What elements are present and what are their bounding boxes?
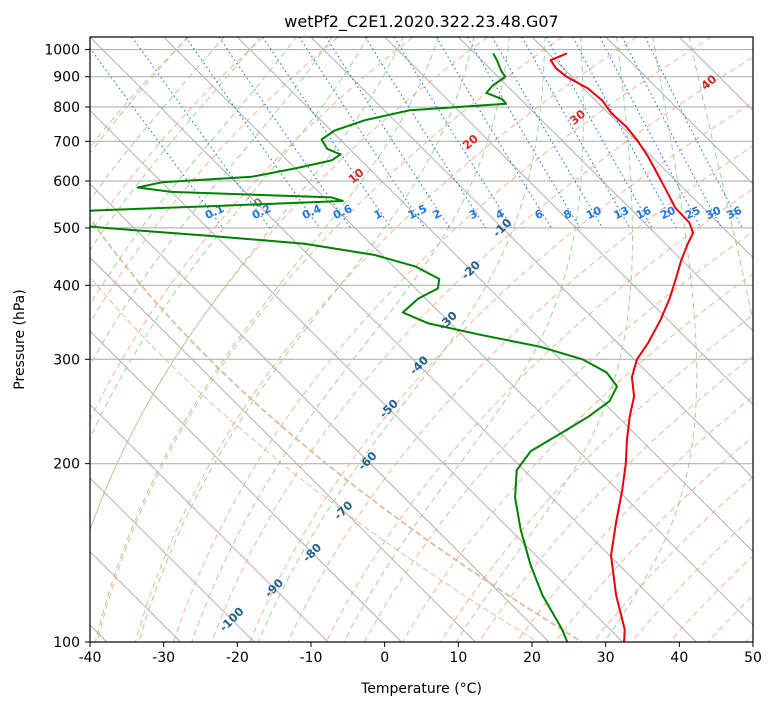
mixing-ratio-line (435, 37, 552, 229)
moist-adiabat-line (688, 37, 753, 324)
moist-adiabat-line (90, 37, 225, 201)
mixing-ratio-label: 16 (634, 204, 654, 222)
x-tick-label: 40 (670, 650, 688, 666)
isotherm-line (90, 183, 550, 642)
profile-lines (90, 52, 695, 642)
y-tick-label: 400 (53, 278, 80, 294)
dry-adiabat-line (363, 231, 753, 642)
mixing-ratio-line (467, 37, 581, 229)
isotherm-line (90, 37, 697, 642)
isotherm-line (90, 477, 255, 642)
moist-adiabat-line (603, 37, 698, 642)
mixing-ratio-line (521, 37, 631, 229)
x-tick-label: 20 (523, 650, 541, 666)
y-tick-label: 600 (53, 174, 80, 190)
x-tick-label: -40 (79, 650, 102, 666)
moist-adiabat-line (90, 37, 369, 440)
mixing-ratio-line (491, 37, 603, 229)
moist-adiabat-line (90, 37, 333, 367)
dry-adiabat-line (249, 101, 753, 642)
mixing-ratio-label: 20 (658, 204, 678, 222)
isotherm-line (457, 37, 753, 332)
y-axis-label: Pressure (hPa) (12, 289, 28, 389)
dry-adiabat-line (631, 515, 753, 642)
dry-adiabat-line (478, 355, 753, 642)
mixing-ratio-line (545, 37, 653, 229)
dry-adiabat-line (96, 37, 563, 642)
mixing-ratio-label: 25 (683, 204, 702, 222)
dry-adiabat-line (211, 56, 753, 642)
plot-frame (89, 36, 754, 643)
mixing-ratio-label: 13 (612, 204, 631, 222)
dry-adiabat-line (90, 37, 264, 235)
background-lines (90, 37, 753, 642)
dry-adiabat-line (134, 37, 638, 642)
x-tick-label: -30 (152, 650, 175, 666)
moist-adiabat-line (90, 37, 261, 251)
axis-ticks: -40 -30 -20 -10 0 10 20 30 40 50 1000 900 800 700 600 5… (44, 43, 762, 666)
isotherm-line (90, 330, 402, 642)
mixing-ratio-label: 30 (704, 204, 724, 222)
x-axis-label: Temperature (°C) (360, 681, 482, 697)
mixing-ratio-line (393, 37, 513, 229)
isotherm-line (236, 37, 753, 553)
isotherm-line (384, 37, 753, 406)
x-tick-label: 10 (449, 650, 467, 666)
moist-adiabat-line (138, 37, 475, 642)
x-tick-label: -10 (300, 650, 323, 666)
y-tick-label: 1000 (44, 43, 80, 59)
mixing-ratio-label: 10 (584, 204, 604, 222)
isotherm-line (90, 256, 476, 642)
dry-adiabat-line (592, 476, 753, 642)
y-tick-label: 700 (53, 134, 80, 150)
moist-adiabat-line (343, 37, 584, 642)
x-tick-label: -20 (226, 650, 249, 666)
chart-title: wetPf2_C2E1.2020.322.23.48.G07 (284, 12, 558, 32)
isotherm-line (531, 37, 753, 259)
x-tick-label: 0 (380, 650, 389, 666)
dewpoint-profile-line (90, 52, 618, 642)
mixing-ratio-line (364, 37, 487, 229)
x-tick-label: 50 (744, 650, 762, 666)
mixing-ratio-line (572, 37, 677, 229)
mixing-ratio-label: 36 (725, 204, 745, 222)
mixing-ratio-line (325, 37, 451, 229)
x-tick-label: 30 (597, 650, 615, 666)
temperature-profile-line (549, 52, 695, 642)
moist-adiabat-line (90, 37, 404, 532)
isotherm-line (90, 109, 623, 642)
dry-adiabat-line (325, 188, 753, 642)
mixing-ratio-line (298, 37, 426, 229)
moist-adiabat-line (94, 37, 440, 642)
moist-adiabat-line (257, 37, 546, 642)
moist-adiabat-line (90, 37, 188, 154)
y-tick-label: 100 (53, 635, 80, 651)
mixing-ratio-line (131, 37, 271, 229)
dry-adiabat-line (516, 395, 753, 642)
y-tick-label: 900 (53, 70, 80, 86)
isotherm-line (90, 403, 329, 642)
y-tick-label: 800 (53, 100, 80, 116)
dry-adiabat-line (402, 273, 753, 642)
y-tick-label: 500 (53, 221, 80, 237)
isotherm-line (163, 37, 753, 626)
isotherm-line (605, 37, 753, 185)
dry-adiabat-line (173, 37, 712, 642)
y-tick-label: 300 (53, 352, 80, 368)
mixing-ratio-line (90, 47, 224, 229)
y-tick-label: 200 (53, 457, 80, 473)
